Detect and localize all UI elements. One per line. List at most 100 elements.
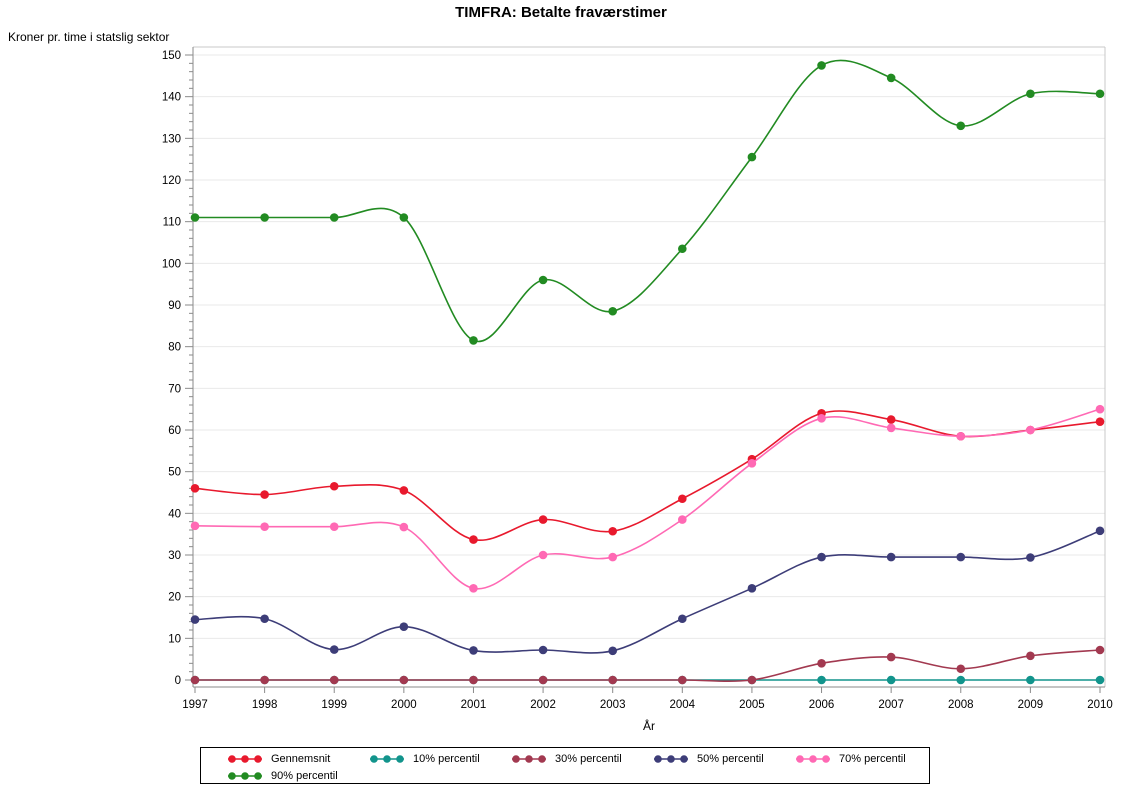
data-point-90-percentil-2004 [678, 244, 687, 254]
data-point-90-percentil-1997 [190, 213, 200, 222]
x-tick-label: 1999 [321, 699, 347, 711]
x-tick-label: 2005 [739, 699, 765, 711]
data-point-90-percentil-2006 [817, 61, 826, 70]
data-point-gennemsnit-1999 [329, 481, 339, 491]
chart-legend: Gennemsnit 10% percentil 30% percentil 50% … [200, 747, 930, 784]
y-tick-label: 90 [168, 300, 181, 312]
data-point-70-percentil-1999 [329, 522, 339, 531]
x-axis-label: År [643, 719, 655, 733]
data-point-30-percentil-1998 [260, 675, 269, 685]
x-tick-label: 2006 [809, 699, 835, 711]
chart-title: TIMFRA: Betalte fraværstimer [455, 4, 667, 21]
data-point-30-percentil-2003 [608, 675, 617, 685]
data-point-30-percentil-2006 [817, 659, 826, 668]
series-line-70-percentil [194, 408, 1101, 590]
y-tick-label: 140 [162, 92, 181, 104]
data-point-10-percentil-2010 [1095, 675, 1105, 685]
y-tick-label: 20 [168, 592, 181, 604]
data-point-90-percentil-2002 [538, 275, 548, 285]
data-point-30-percentil-2004 [678, 675, 687, 685]
data-point-50-percentil-2000 [399, 622, 409, 631]
y-tick-label: 60 [168, 425, 181, 437]
data-point-70-percentil-2007 [886, 423, 896, 433]
data-point-70-percentil-2006 [817, 414, 826, 423]
data-point-50-percentil-2003 [608, 646, 617, 656]
data-point-70-percentil-1997 [190, 521, 200, 531]
data-point-30-percentil-2005 [747, 675, 757, 685]
legend-item-50-percentil: 50% percentil [653, 753, 795, 765]
data-point-90-percentil-2010 [1095, 89, 1105, 99]
data-point-50-percentil-2009 [1026, 553, 1035, 562]
y-tick-label: 110 [163, 217, 181, 229]
legend-marker-icon [512, 754, 546, 763]
data-point-50-percentil-1998 [260, 614, 269, 624]
y-axis-unit-label: Kroner pr. time i statslig sektor [8, 30, 170, 44]
x-tick-label: 2000 [391, 699, 417, 711]
legend-label: 30% percentil [555, 752, 622, 765]
data-point-gennemsnit-2002 [538, 515, 548, 524]
data-point-90-percentil-2001 [469, 336, 478, 345]
data-point-30-percentil-1999 [329, 675, 339, 685]
data-point-50-percentil-2004 [678, 614, 687, 624]
data-point-gennemsnit-2000 [399, 486, 409, 495]
x-tick-label: 2002 [530, 699, 556, 711]
y-tick-label: 130 [162, 133, 181, 145]
y-tick-label: 30 [168, 550, 181, 562]
x-tick-label: 2004 [670, 699, 696, 711]
series-line-90-percentil [195, 59, 1101, 343]
data-point-90-percentil-2007 [886, 73, 896, 83]
legend-item-10-percentil: 10% percentil [369, 753, 511, 765]
legend-marker-icon [228, 771, 262, 780]
legend-item-gennemsnit: Gennemsnit [227, 753, 369, 765]
series-line-50-percentil [194, 530, 1101, 654]
data-point-gennemsnit-2007 [886, 415, 896, 424]
y-tick-label: 40 [168, 508, 181, 520]
data-point-90-percentil-2009 [1026, 89, 1035, 99]
data-point-50-percentil-1997 [190, 615, 200, 624]
legend-label: 90% percentil [271, 769, 338, 782]
legend-marker-icon [228, 754, 262, 763]
data-point-70-percentil-2001 [469, 584, 478, 593]
data-point-gennemsnit-1997 [190, 484, 200, 493]
x-tick-label: 2003 [600, 699, 626, 711]
series-line-30-percentil [195, 649, 1101, 683]
legend-marker-icon [654, 754, 688, 763]
x-tick-label: 1997 [182, 699, 208, 711]
data-point-50-percentil-2005 [747, 584, 757, 593]
data-point-90-percentil-1998 [260, 213, 269, 222]
data-point-70-percentil-2004 [678, 515, 687, 524]
data-point-30-percentil-2001 [469, 675, 478, 685]
data-point-50-percentil-1999 [329, 645, 339, 654]
legend-label: 70% percentil [839, 752, 906, 765]
data-point-50-percentil-2010 [1095, 526, 1105, 536]
x-tick-label: 2007 [878, 699, 904, 711]
y-tick-label: 120 [162, 175, 181, 187]
data-point-70-percentil-2010 [1095, 404, 1105, 414]
legend-label: 10% percentil [413, 752, 480, 765]
data-point-gennemsnit-2004 [678, 494, 687, 504]
data-point-10-percentil-2008 [956, 675, 966, 685]
x-tick-label: 2009 [1018, 699, 1044, 711]
data-point-90-percentil-2003 [608, 306, 617, 316]
data-point-30-percentil-1997 [190, 675, 200, 685]
data-point-30-percentil-2009 [1026, 651, 1035, 661]
x-tick-label: 2010 [1087, 699, 1113, 711]
y-tick-label: 70 [168, 383, 181, 395]
data-point-50-percentil-2002 [538, 645, 548, 655]
legend-label: Gennemsnit [271, 752, 331, 765]
data-point-30-percentil-2008 [956, 664, 966, 674]
y-tick-label: 10 [168, 633, 181, 645]
legend-row: 90% percentil [227, 767, 929, 784]
data-point-70-percentil-2008 [956, 431, 966, 441]
data-point-50-percentil-2006 [817, 552, 826, 562]
data-point-70-percentil-1998 [260, 522, 269, 531]
legend-marker-icon [796, 754, 830, 763]
data-point-70-percentil-2000 [399, 522, 409, 532]
data-point-70-percentil-2005 [747, 459, 757, 468]
data-point-gennemsnit-2003 [608, 526, 617, 536]
data-point-70-percentil-2002 [538, 550, 548, 560]
legend-row: Gennemsnit 10% percentil 30% percentil 50% … [227, 750, 929, 767]
data-point-50-percentil-2008 [956, 552, 966, 562]
x-tick-label: 1998 [252, 699, 278, 711]
data-point-gennemsnit-1998 [260, 490, 269, 499]
